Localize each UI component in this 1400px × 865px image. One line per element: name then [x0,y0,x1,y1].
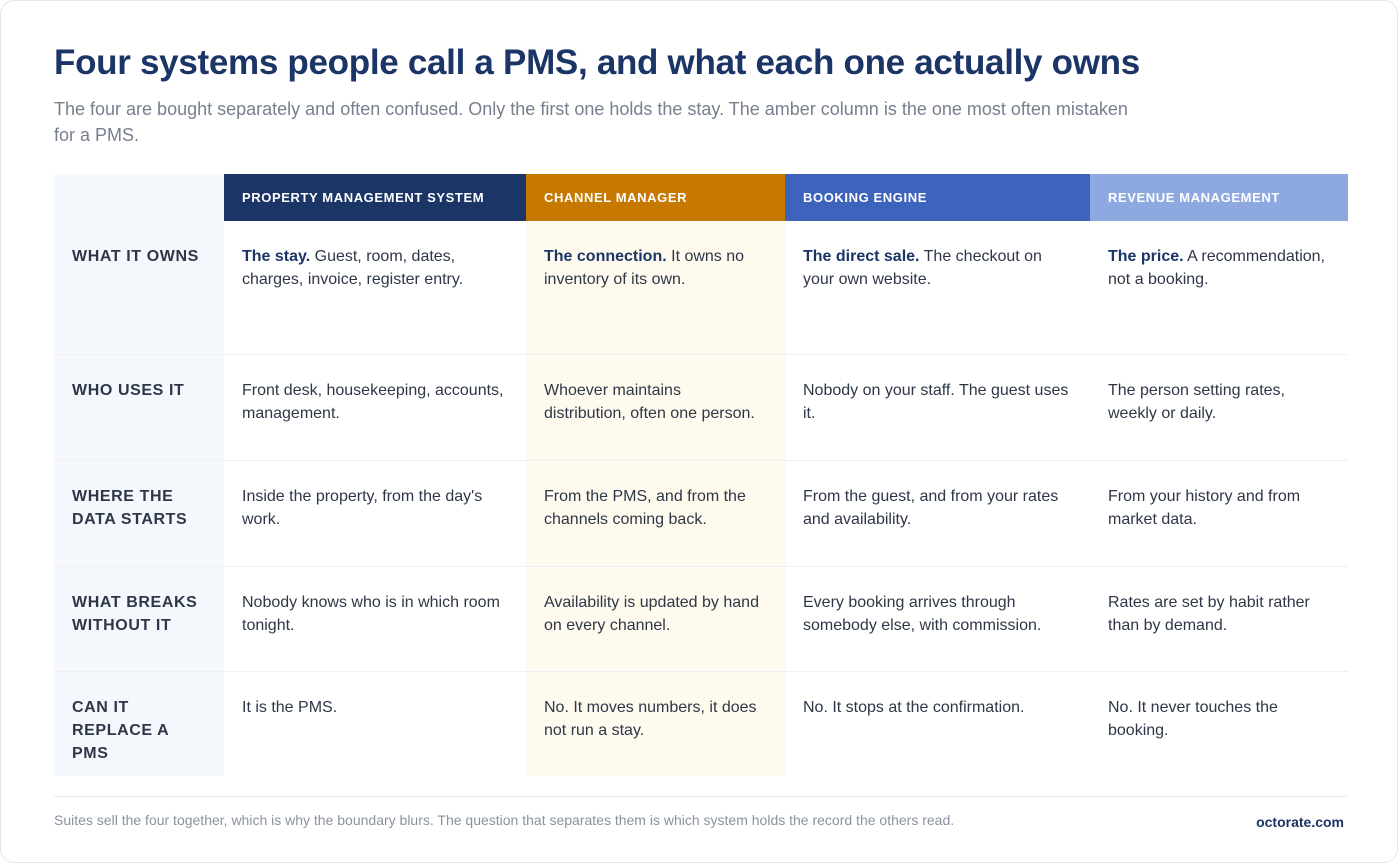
column-header-revenue-management: REVENUE MANAGEMENT [1090,174,1348,221]
cell-revenue-management: Rates are set by habit rather than by de… [1090,566,1348,672]
row-label: WHERE THE DATA STARTS [54,460,224,567]
column-header-booking-engine: BOOKING ENGINE [785,174,1090,221]
table-row: CAN IT REPLACE A PMS It is the PMS. No. … [54,671,1348,776]
row-label: WHAT BREAKS WITHOUT IT [54,566,224,672]
cell-booking-engine: No. It stops at the confirmation. [803,698,1025,716]
table-row: WHO USES IT Front desk, housekeeping, ac… [54,354,1348,461]
cell-channel-manager: From the PMS, and from the channels comi… [526,460,785,567]
column-header-channel-manager: CHANNEL MANAGER [526,174,785,221]
cell-booking-engine: From the guest, and from your rates and … [785,460,1090,567]
table-row: WHERE THE DATA STARTS Inside the propert… [54,460,1348,567]
row-label: CAN IT REPLACE A PMS [54,671,224,776]
cell-text: It owns no inventory of its own. [544,248,745,288]
footer-divider [54,796,1348,797]
cell-pms: It is the PMS. [242,698,338,716]
cell-revenue-management: From your history and from market data. [1090,460,1348,567]
table-row: WHAT BREAKS WITHOUT IT Nobody knows who … [54,566,1348,672]
cell-revenue-management: The person setting rates, weekly or dail… [1090,354,1348,461]
column-header-pms: PROPERTY MANAGEMENT SYSTEM [224,174,526,221]
table-header-row: PROPERTY MANAGEMENT SYSTEM CHANNEL MANAG… [54,174,1348,221]
cell-pms: Front desk, housekeeping, accounts, mana… [224,354,526,461]
cell-text: The checkout on your own website. [803,248,1042,288]
cell-revenue-management: No. It never touches the booking. [1108,698,1278,739]
cell-revenue-management: The price. A recommendation, not a booki… [1090,221,1348,355]
page-title: Four systems people call a PMS, and what… [54,43,1140,82]
cell-lead: The stay. [242,248,311,265]
cell-booking-engine: The direct sale. The checkout on your ow… [785,221,1090,355]
corner-cell [54,174,224,221]
page-subtitle: The four are bought separately and often… [54,99,1128,145]
table-row: WHAT IT OWNS The stay. Guest, room, date… [54,221,1348,355]
cell-pms: Inside the property, from the day's work… [224,460,526,567]
row-label: WHO USES IT [54,354,224,461]
cell-lead: The connection. [544,248,667,265]
comparison-table: PROPERTY MANAGEMENT SYSTEM CHANNEL MANAG… [54,174,1348,776]
footnote: Suites sell the four together, which is … [54,812,955,828]
row-label: WHAT IT OWNS [54,221,224,355]
cell-text: A recommendation, not a booking. [1108,248,1325,288]
cell-pms: Nobody knows who is in which room tonigh… [224,566,526,672]
cell-lead: The direct sale. [803,248,920,265]
brand-link[interactable]: octorate.com [1256,814,1344,830]
cell-booking-engine: Every booking arrives through somebody e… [785,566,1090,672]
cell-booking-engine: Nobody on your staff. The guest uses it. [785,354,1090,461]
cell-channel-manager: Whoever maintains distribution, often on… [526,354,785,461]
cell-channel-manager: Availability is updated by hand on every… [526,566,785,672]
cell-channel-manager: The connection. It owns no inventory of … [526,221,785,355]
cell-lead: The price. [1108,248,1184,265]
cell-pms: The stay. Guest, room, dates, charges, i… [224,221,526,355]
cell-channel-manager: No. It moves numbers, it does not run a … [526,671,785,776]
cell-text: Guest, room, dates, charges, invoice, re… [242,248,464,288]
